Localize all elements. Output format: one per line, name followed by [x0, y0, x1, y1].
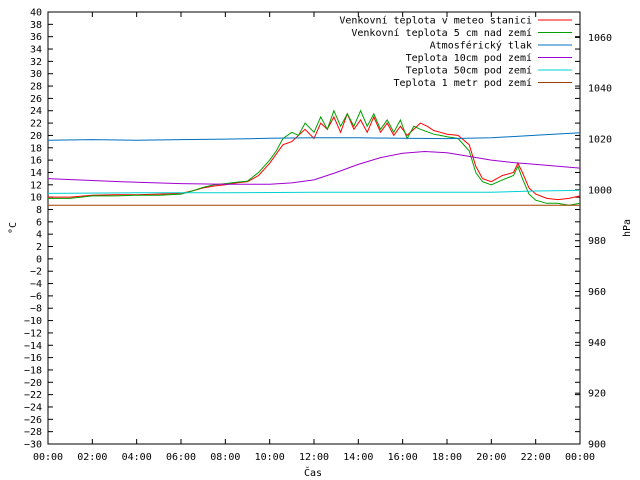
- y-left-tick-label: 38: [30, 20, 42, 31]
- y-right-tick-label: 920: [588, 389, 606, 400]
- y-left-tick-label: 22: [30, 119, 42, 130]
- y-left-tick-label: −10: [24, 316, 42, 327]
- x-tick-label: 06:00: [166, 452, 196, 463]
- y-left-tick-label: 32: [30, 57, 42, 68]
- y-left-tick-label: −6: [30, 291, 42, 302]
- x-tick-label: 20:00: [476, 452, 506, 463]
- x-tick-label: 00:00: [33, 452, 63, 463]
- y-left-tick-label: −14: [24, 341, 42, 352]
- y-left-tick-label: 30: [30, 69, 42, 80]
- plot-frame: [47, 11, 581, 445]
- y-left-tick-label: −28: [24, 427, 42, 438]
- y-left-tick-label: −8: [30, 304, 42, 315]
- legend-label-6: Teplota 1 metr pod zemí: [394, 77, 532, 89]
- y-left-tick-label: 14: [30, 168, 42, 179]
- y-left-tick-label: 28: [30, 82, 42, 93]
- y-left-tick-label: −20: [24, 378, 42, 389]
- y-left-tick-label: 10: [30, 193, 42, 204]
- y-right-tick-label: 1000: [588, 185, 612, 196]
- x-tick-label: 08:00: [210, 452, 240, 463]
- legend-label-5: Teplota 50cm pod zemí: [406, 65, 532, 77]
- x-tick-label: 02:00: [77, 452, 107, 463]
- series-group: [47, 109, 581, 206]
- legend-label-3: Atmosférický tlak: [430, 40, 532, 52]
- y-right-tick-label: 960: [588, 287, 606, 298]
- y-left-tick-label: 4: [36, 230, 42, 241]
- x-tick-label: 22:00: [521, 452, 551, 463]
- y-left-tick-label: −30: [24, 440, 42, 451]
- series-line-2: [48, 109, 581, 206]
- y-left-tick-label: −2: [30, 267, 42, 278]
- series-line-1: [48, 112, 581, 201]
- series-line-4: [47, 150, 581, 185]
- legend-label-2: Venkovní teplota 5 cm nad zemí: [351, 27, 532, 39]
- legend: Venkovní teplota v meteo staniciVenkovní…: [339, 15, 572, 89]
- y-left-tick-label: 40: [30, 8, 42, 19]
- y-right-tick-label: 940: [588, 338, 606, 349]
- y-left-tick-label: −22: [24, 390, 42, 401]
- y-axis-left-label: °C: [8, 222, 19, 234]
- y-right-tick-label: 1060: [588, 33, 612, 44]
- y-left-tick-label: 16: [30, 156, 42, 167]
- y-left-tick-label: −18: [24, 365, 42, 376]
- y-left-tick-label: −24: [24, 402, 42, 413]
- y-axis-right-label: hPa: [622, 219, 633, 237]
- axes: 4038363432302826242220181614121086420−2−…: [24, 8, 612, 464]
- legend-label-4: Teplota 10cm pod zemí: [406, 52, 532, 64]
- y-left-tick-label: 20: [30, 131, 42, 142]
- y-left-tick-label: 0: [36, 254, 42, 265]
- y-left-tick-label: −26: [24, 415, 42, 426]
- y-left-tick-label: 24: [30, 106, 42, 117]
- y-left-tick-label: 18: [30, 143, 42, 154]
- y-left-tick-label: 6: [36, 217, 42, 228]
- x-tick-label: 14:00: [343, 452, 373, 463]
- x-tick-label: 12:00: [299, 452, 329, 463]
- y-right-tick-label: 900: [588, 440, 606, 451]
- x-tick-label: 10:00: [255, 452, 285, 463]
- legend-label-1: Venkovní teplota v meteo stanici: [339, 15, 532, 27]
- x-axis-label: Čas: [304, 466, 322, 479]
- x-tick-label: 00:00: [565, 452, 595, 463]
- y-left-tick-label: −12: [24, 328, 42, 339]
- x-tick-label: 16:00: [388, 452, 418, 463]
- y-left-tick-label: 12: [30, 180, 42, 191]
- series-line-3: [47, 132, 581, 141]
- y-left-tick-label: −16: [24, 353, 42, 364]
- y-left-tick-label: 36: [30, 32, 42, 43]
- y-left-tick-label: −4: [30, 279, 42, 290]
- y-left-tick-label: 34: [30, 45, 42, 56]
- y-left-tick-label: 2: [36, 242, 42, 253]
- y-right-tick-label: 1040: [588, 84, 612, 95]
- y-left-tick-label: 26: [30, 94, 42, 105]
- y-right-tick-label: 1020: [588, 135, 612, 146]
- x-tick-label: 18:00: [432, 452, 462, 463]
- y-left-tick-label: 8: [36, 205, 42, 216]
- y-right-tick-label: 980: [588, 236, 606, 247]
- series-line-5: [47, 189, 581, 194]
- x-tick-label: 04:00: [122, 452, 152, 463]
